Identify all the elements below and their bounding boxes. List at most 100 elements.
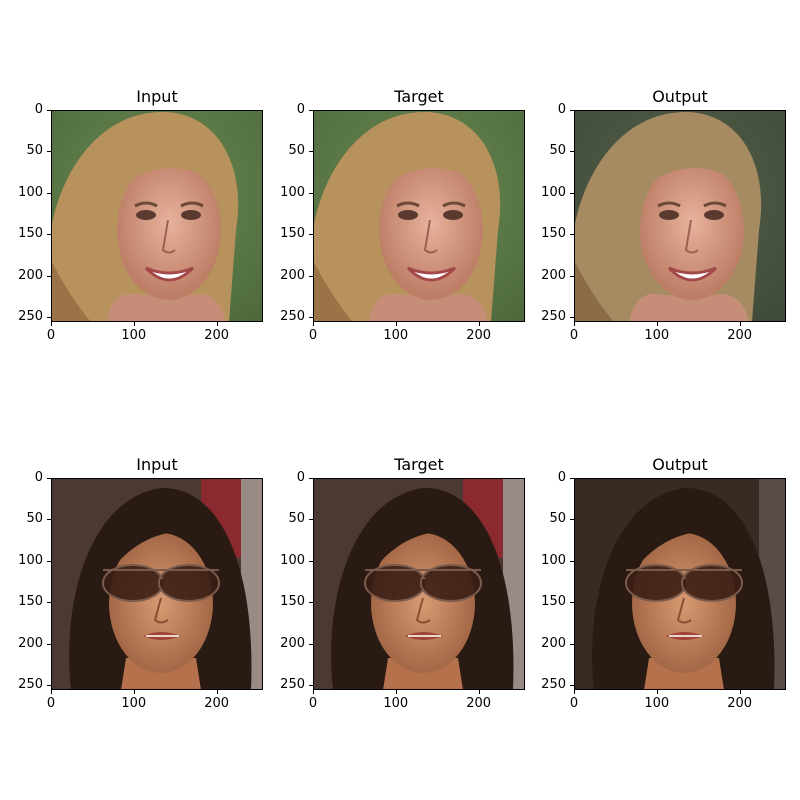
x-tick: 100: [121, 322, 146, 343]
x-tick-label: 100: [121, 696, 147, 711]
y-tick-label: 150: [541, 226, 566, 242]
y-tick: 50: [273, 144, 313, 158]
face-image: [313, 478, 525, 690]
y-tick-mark: [309, 234, 313, 236]
y-tick-mark: [47, 602, 51, 604]
image-panel: 0 50 100 150 200 250 0 100 200: [541, 103, 786, 343]
y-tick: 0: [11, 103, 51, 117]
y-tick-mark: [309, 275, 313, 277]
x-tick-mark: [51, 322, 52, 326]
x-tick: 100: [383, 322, 408, 343]
x-tick-mark: [133, 322, 135, 326]
x-tick-mark: [739, 690, 741, 694]
y-tick-label: 150: [280, 226, 305, 242]
y-tick: 150: [534, 227, 574, 241]
y-tick-label: 200: [280, 267, 305, 283]
y-tick-mark: [570, 275, 574, 277]
image-panel: 0 50 100 150 200 250 0 100 200: [280, 471, 525, 711]
y-tick: 100: [11, 185, 51, 199]
y-tick-mark: [309, 560, 313, 562]
y-tick-label: 200: [541, 635, 566, 651]
y-tick-mark: [47, 110, 51, 111]
y-tick-mark: [570, 560, 574, 562]
y-tick-mark: [47, 478, 51, 479]
x-tick-label: 100: [644, 696, 670, 711]
y-tick: 50: [11, 512, 51, 526]
y-tick: 250: [273, 678, 313, 692]
y-tick: 200: [273, 636, 313, 650]
x-tick: 100: [644, 322, 669, 343]
y-tick: 50: [534, 144, 574, 158]
x-tick: 0: [570, 690, 578, 711]
x-tick-label: 100: [383, 328, 409, 343]
x-tick-label: 200: [204, 696, 230, 711]
x-tick: 0: [47, 322, 55, 343]
x-tick-mark: [574, 690, 575, 694]
y-tick: 150: [273, 595, 313, 609]
x-tick: 200: [727, 322, 752, 343]
y-tick-label: 200: [541, 267, 566, 283]
y-tick-label: 0: [557, 102, 566, 117]
y-tick-label: 250: [541, 309, 566, 325]
y-tick: 200: [11, 268, 51, 282]
x-tick-mark: [574, 322, 575, 326]
y-tick-label: 150: [18, 226, 43, 242]
y-tick-label: 150: [18, 594, 43, 610]
y-tick-label: 50: [549, 143, 566, 159]
x-tick: 200: [466, 690, 491, 711]
y-tick-mark: [309, 192, 313, 194]
y-tick: 0: [11, 471, 51, 485]
y-tick: 150: [273, 227, 313, 241]
y-tick-label: 0: [296, 102, 305, 117]
y-tick: 100: [534, 553, 574, 567]
y-tick-label: 50: [288, 143, 305, 159]
y-tick: 100: [534, 185, 574, 199]
y-tick: 50: [534, 512, 574, 526]
x-tick-mark: [313, 690, 314, 694]
x-tick: 200: [466, 322, 491, 343]
x-tick-label: 100: [644, 328, 670, 343]
y-tick: 250: [273, 310, 313, 324]
y-tick-label: 250: [280, 309, 305, 325]
y-tick-label: 250: [18, 309, 43, 325]
x-tick-label: 0: [308, 328, 318, 343]
y-tick-label: 50: [26, 143, 43, 159]
y-tick-mark: [47, 192, 51, 194]
y-tick-mark: [570, 110, 574, 111]
y-tick-mark: [570, 234, 574, 236]
panel-title: Output: [652, 87, 708, 106]
y-tick-mark: [309, 519, 313, 521]
x-tick: 0: [47, 690, 55, 711]
y-tick: 200: [11, 636, 51, 650]
y-tick-mark: [47, 234, 51, 236]
panel-title: Input: [136, 87, 178, 106]
y-tick-label: 100: [541, 184, 566, 200]
y-tick-label: 250: [18, 677, 43, 693]
x-tick-label: 100: [383, 696, 409, 711]
y-tick: 250: [11, 678, 51, 692]
x-tick: 200: [204, 322, 229, 343]
y-tick-label: 0: [34, 102, 43, 117]
y-tick-label: 150: [280, 594, 305, 610]
y-tick-label: 200: [18, 267, 43, 283]
x-tick: 100: [644, 690, 669, 711]
panel-title: Output: [652, 455, 708, 474]
y-tick: 0: [534, 103, 574, 117]
x-tick: 0: [309, 690, 317, 711]
y-tick-mark: [570, 519, 574, 521]
x-tick: 100: [383, 690, 408, 711]
x-tick: 100: [121, 690, 146, 711]
y-tick-label: 50: [288, 511, 305, 527]
y-tick: 250: [534, 678, 574, 692]
y-tick-label: 0: [296, 470, 305, 485]
y-tick-label: 100: [18, 552, 43, 568]
y-tick: 100: [273, 185, 313, 199]
x-tick-label: 200: [466, 696, 492, 711]
y-tick-mark: [47, 685, 51, 687]
x-tick-mark: [395, 690, 397, 694]
y-tick-mark: [309, 110, 313, 111]
y-tick-label: 100: [280, 184, 305, 200]
y-tick-mark: [570, 317, 574, 319]
y-tick-label: 200: [280, 635, 305, 651]
